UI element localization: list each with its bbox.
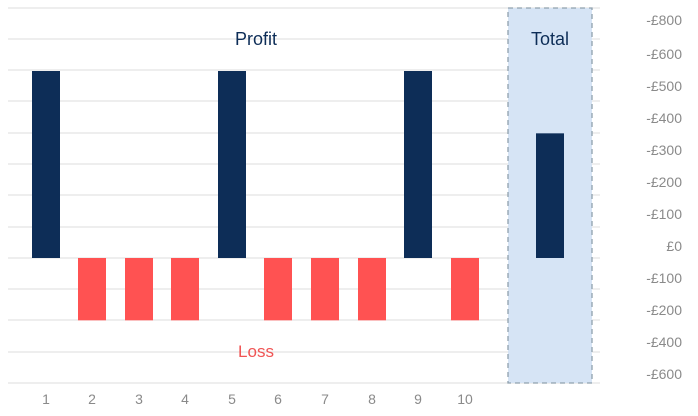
bar-5 xyxy=(218,71,246,258)
x-tick-label: 10 xyxy=(457,391,473,407)
x-tick-label: 5 xyxy=(228,391,236,407)
x-axis-ticks: 1 2 3 4 5 6 7 8 9 10 xyxy=(42,391,473,407)
y-axis-ticks: -£800 -£600 -£500 -£400 -£300 -£200 -£100 £0 -£1… xyxy=(646,12,682,382)
x-tick-label: 4 xyxy=(181,391,189,407)
y-tick-label: £0 xyxy=(666,238,682,254)
x-tick-label: 3 xyxy=(135,391,143,407)
bar-2 xyxy=(78,258,106,321)
bars xyxy=(32,71,564,321)
total-label: Total xyxy=(531,29,569,49)
y-tick-label: -£400 xyxy=(646,334,682,350)
bar-4 xyxy=(171,258,199,321)
bar-10 xyxy=(451,258,479,321)
x-tick-label: 9 xyxy=(414,391,422,407)
x-tick-label: 2 xyxy=(88,391,96,407)
y-tick-label: -£500 xyxy=(646,78,682,94)
y-tick-label: -£100 xyxy=(646,206,682,222)
y-tick-label: -£400 xyxy=(646,110,682,126)
y-tick-label: -£200 xyxy=(646,302,682,318)
bar-8 xyxy=(358,258,386,321)
profit-label: Profit xyxy=(235,29,277,49)
bar-3 xyxy=(125,258,153,321)
x-tick-label: 1 xyxy=(42,391,50,407)
bar-9 xyxy=(404,71,432,258)
bar-1 xyxy=(32,71,60,258)
y-tick-label: -£600 xyxy=(646,366,682,382)
bar-total xyxy=(536,133,564,258)
x-tick-label: 6 xyxy=(274,391,282,407)
y-tick-label: -£300 xyxy=(646,142,682,158)
y-tick-label: -£200 xyxy=(646,174,682,190)
x-tick-label: 8 xyxy=(368,391,376,407)
bar-7 xyxy=(311,258,339,321)
bar-6 xyxy=(264,258,292,321)
x-tick-label: 7 xyxy=(321,391,329,407)
y-tick-label: -£100 xyxy=(646,270,682,286)
y-tick-label: -£600 xyxy=(646,46,682,62)
grid-lines xyxy=(8,7,600,384)
y-tick-label: -£800 xyxy=(646,12,682,28)
loss-label: Loss xyxy=(238,342,274,361)
